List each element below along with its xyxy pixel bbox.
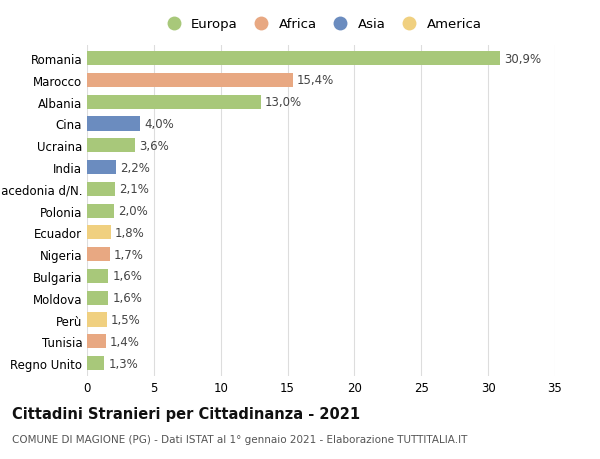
Text: 13,0%: 13,0% <box>265 96 302 109</box>
Bar <box>87 117 140 131</box>
Bar <box>87 291 109 305</box>
Bar <box>87 73 293 88</box>
Bar <box>87 247 110 262</box>
Legend: Europa, Africa, Asia, America: Europa, Africa, Asia, America <box>155 13 487 36</box>
Bar <box>87 313 107 327</box>
Bar <box>87 182 115 196</box>
Text: 1,6%: 1,6% <box>112 270 142 283</box>
Bar <box>87 269 109 284</box>
Bar <box>87 52 500 66</box>
Text: COMUNE DI MAGIONE (PG) - Dati ISTAT al 1° gennaio 2021 - Elaborazione TUTTITALIA: COMUNE DI MAGIONE (PG) - Dati ISTAT al 1… <box>12 434 467 444</box>
Text: Cittadini Stranieri per Cittadinanza - 2021: Cittadini Stranieri per Cittadinanza - 2… <box>12 406 360 421</box>
Text: 2,0%: 2,0% <box>118 205 148 218</box>
Text: 15,4%: 15,4% <box>297 74 334 87</box>
Bar <box>87 204 114 218</box>
Text: 30,9%: 30,9% <box>504 52 541 66</box>
Text: 1,8%: 1,8% <box>115 226 145 239</box>
Text: 1,3%: 1,3% <box>109 357 138 370</box>
Text: 1,4%: 1,4% <box>110 335 140 348</box>
Text: 2,2%: 2,2% <box>121 161 151 174</box>
Bar <box>87 226 111 240</box>
Text: 1,5%: 1,5% <box>111 313 141 326</box>
Bar <box>87 139 135 153</box>
Bar <box>87 161 116 175</box>
Text: 1,6%: 1,6% <box>112 291 142 305</box>
Text: 1,7%: 1,7% <box>114 248 143 261</box>
Bar <box>87 356 104 370</box>
Bar <box>87 95 261 110</box>
Text: 4,0%: 4,0% <box>145 118 174 131</box>
Text: 3,6%: 3,6% <box>139 140 169 152</box>
Bar <box>87 335 106 349</box>
Text: 2,1%: 2,1% <box>119 183 149 196</box>
